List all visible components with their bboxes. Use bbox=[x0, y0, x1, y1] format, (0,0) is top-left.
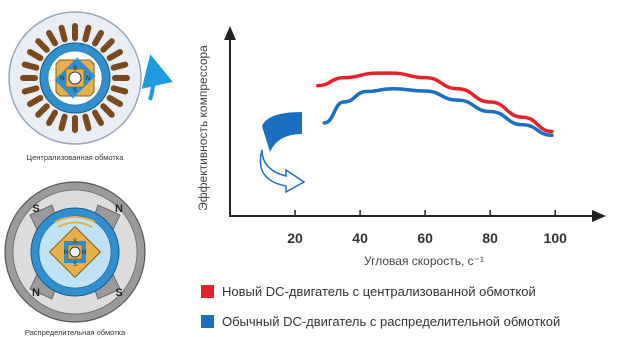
legend-swatch-red bbox=[201, 284, 214, 298]
pole-label-right: N bbox=[86, 76, 90, 82]
bottom-motor-caption: Распределительная обмотка bbox=[24, 328, 126, 337]
stator-label-top-right: N bbox=[115, 203, 123, 215]
winding-slot bbox=[100, 38, 115, 53]
rotation-arrow-icon bbox=[141, 54, 173, 101]
pole-label-left: N bbox=[60, 76, 64, 82]
top-motor-caption: Централизованная обмотка bbox=[26, 153, 124, 162]
winding-slot bbox=[35, 38, 50, 53]
series-line-standard-motor bbox=[322, 86, 554, 137]
winding-slot bbox=[46, 29, 59, 47]
winding-slot bbox=[91, 29, 104, 47]
stator-label-top-left: S bbox=[32, 203, 39, 215]
x-tick-label: 20 bbox=[287, 230, 303, 246]
bottom-rotor bbox=[48, 225, 102, 279]
winding-slot bbox=[106, 49, 124, 61]
winding-slot bbox=[20, 75, 38, 81]
winding-slot bbox=[46, 109, 58, 127]
stator-label-bottom-right: S bbox=[115, 287, 122, 299]
pole-label-top: S bbox=[73, 66, 77, 72]
legend-label-standard-motor: Обычный DC-двигатель с распределительной… bbox=[222, 313, 561, 329]
winding-slot bbox=[35, 103, 50, 118]
winding-slot bbox=[82, 24, 92, 43]
x-axis-arrow-icon bbox=[592, 210, 606, 222]
winding-slots bbox=[20, 23, 130, 133]
series-lines bbox=[316, 71, 554, 137]
winding-slot bbox=[106, 95, 124, 107]
winding-slot bbox=[26, 49, 44, 61]
winding-slot bbox=[110, 85, 129, 95]
winding-slot bbox=[82, 113, 92, 132]
winding-slot bbox=[72, 115, 78, 133]
winding-slot bbox=[58, 24, 68, 43]
top-motor-diagram: S N S N bbox=[8, 11, 173, 145]
legend-label-new-motor: Новый DC-двигатель с централизованной об… bbox=[222, 283, 536, 299]
pole-label-bottom: S bbox=[73, 88, 77, 94]
rotor-label-left: N bbox=[64, 250, 68, 256]
x-ticks: 20 40 60 80 100 bbox=[287, 210, 567, 246]
winding-slot bbox=[58, 113, 68, 132]
winding-slot bbox=[110, 61, 129, 71]
top-rotor bbox=[54, 57, 96, 99]
winding-slot bbox=[112, 75, 130, 81]
rotor-label-top: S bbox=[73, 239, 77, 245]
x-tick-label: 80 bbox=[482, 230, 498, 246]
stator-label-bottom-left: N bbox=[32, 287, 40, 299]
x-tick-label: 40 bbox=[352, 230, 368, 246]
winding-slot bbox=[92, 109, 104, 127]
series-line-new-motor bbox=[316, 71, 554, 134]
x-axis-label: Угловая скорость, c⁻¹ bbox=[364, 254, 484, 268]
winding-slot bbox=[72, 23, 78, 41]
efficiency-chart: Эффективность компрессора Угловая скорос… bbox=[196, 26, 606, 268]
rotor-label-bottom: S bbox=[73, 262, 77, 268]
legend-item-new-motor: Новый DC-двигатель с централизованной об… bbox=[201, 283, 536, 299]
y-axis-arrow-icon bbox=[224, 26, 236, 40]
rotor-label-right: N bbox=[82, 250, 86, 256]
improvement-arrow-icon bbox=[259, 112, 306, 194]
winding-slot bbox=[100, 103, 115, 118]
y-axis-label: Эффективность компрессора bbox=[196, 45, 210, 211]
x-tick-label: 100 bbox=[544, 230, 568, 246]
legend-item-standard-motor: Обычный DC-двигатель с распределительной… bbox=[201, 313, 560, 329]
winding-slot bbox=[26, 95, 44, 107]
legend-swatch-blue bbox=[201, 314, 214, 328]
winding-slot bbox=[21, 61, 40, 71]
bottom-motor-diagram: S N S N S N S N bbox=[4, 181, 146, 323]
x-tick-label: 60 bbox=[417, 230, 433, 246]
winding-slot bbox=[21, 85, 40, 95]
